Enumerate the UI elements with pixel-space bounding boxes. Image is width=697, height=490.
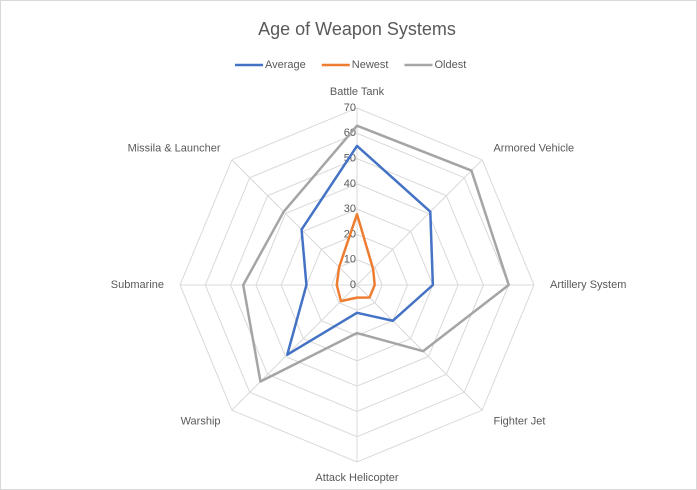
category-label: Submarine [111, 279, 164, 291]
series-line [241, 124, 510, 383]
spoke [231, 159, 358, 286]
tick-label: 30 [344, 203, 356, 215]
tick-label: 40 [344, 178, 356, 190]
category-label: Battle Tank [330, 86, 385, 98]
category-label: Missila & Launcher [128, 142, 221, 154]
legend-label: Average [265, 59, 306, 71]
category-label: Attack Helicopter [315, 472, 398, 484]
chart-title: Age of Weapon Systems [258, 19, 456, 39]
category-label: Artillery System [550, 279, 626, 291]
spoke [356, 159, 483, 286]
category-label: Warship [181, 415, 221, 427]
legend-label: Oldest [434, 59, 466, 71]
category-label: Fighter Jet [493, 415, 545, 427]
tick-label: 70 [344, 102, 356, 114]
spoke [231, 284, 358, 411]
category-label: Armored Vehicle [493, 142, 574, 154]
spoke [356, 284, 483, 411]
legend-label: Newest [352, 59, 389, 71]
tick-label: 0 [350, 279, 356, 291]
series-line [335, 212, 376, 303]
tick-label: 10 [344, 254, 356, 266]
series-line [286, 144, 435, 356]
